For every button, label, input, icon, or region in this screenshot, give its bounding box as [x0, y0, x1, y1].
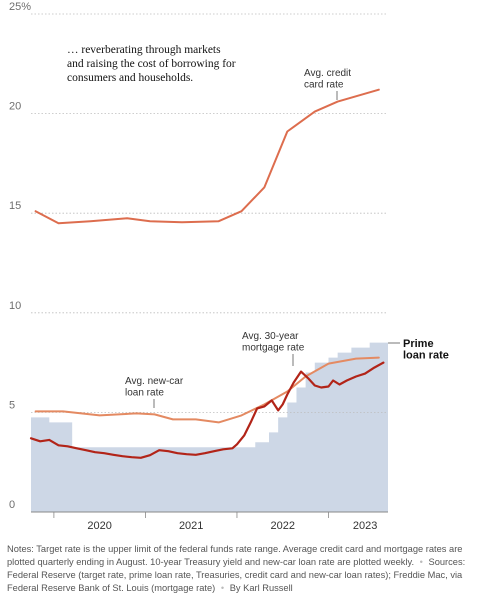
- x-tick-label: 2022: [270, 520, 294, 532]
- y-tick-label: 5: [9, 399, 15, 411]
- notes-byline: By Karl Russell: [229, 583, 293, 593]
- notes-text: Notes: Target rate is the upper limit of…: [7, 544, 463, 567]
- series-line-avg-new-car-loan-rate: [34, 356, 380, 424]
- series-lines: [29, 88, 385, 459]
- target-rate-area: [31, 342, 388, 512]
- series-line-avg-30-year-mortgage-rate: [29, 361, 385, 459]
- label-credit-card-rate: card rate: [304, 80, 344, 91]
- separator-dot-icon: •: [419, 557, 423, 567]
- y-tick-label: 20: [9, 101, 21, 113]
- label-new-car-rate: loan rate: [125, 388, 164, 399]
- label-prime-rate: loan rate: [403, 350, 449, 362]
- label-mortgage-rate: Avg. 30-year: [242, 331, 299, 342]
- target-rate-area-layer: [31, 342, 388, 512]
- separator-dot-icon: •: [220, 583, 225, 593]
- axes: 0 5 10 15 20 25% 2020 2021 2022 2023: [9, 1, 377, 532]
- y-tick-label: 15: [9, 200, 21, 212]
- y-tick-label: 0: [9, 499, 15, 511]
- label-prime-rate: Prime: [403, 338, 434, 350]
- x-tick-label: 2021: [179, 520, 203, 532]
- label-new-car-rate: Avg. new-car: [125, 376, 184, 387]
- y-tick-label: 25%: [9, 1, 31, 13]
- annotation-line: consumers and households.: [67, 72, 193, 84]
- series-line-avg-credit-card-rate: [34, 88, 380, 225]
- y-tick-label: 10: [9, 300, 21, 312]
- chart-annotation: … reverberating through markets and raisi…: [67, 44, 236, 84]
- notes-sources: Sources: Federal Reserve (target rate, p…: [7, 557, 466, 593]
- label-mortgage-rate: mortgage rate: [242, 343, 305, 354]
- label-credit-card-rate: Avg. credit: [304, 68, 351, 79]
- annotation-line: … reverberating through markets: [67, 44, 221, 56]
- chart-notes: Notes: Target rate is the upper limit of…: [7, 543, 469, 595]
- x-tick-label: 2023: [353, 520, 377, 532]
- annotation-line: and raising the cost of borrowing for: [67, 58, 236, 70]
- x-tick-label: 2020: [87, 520, 111, 532]
